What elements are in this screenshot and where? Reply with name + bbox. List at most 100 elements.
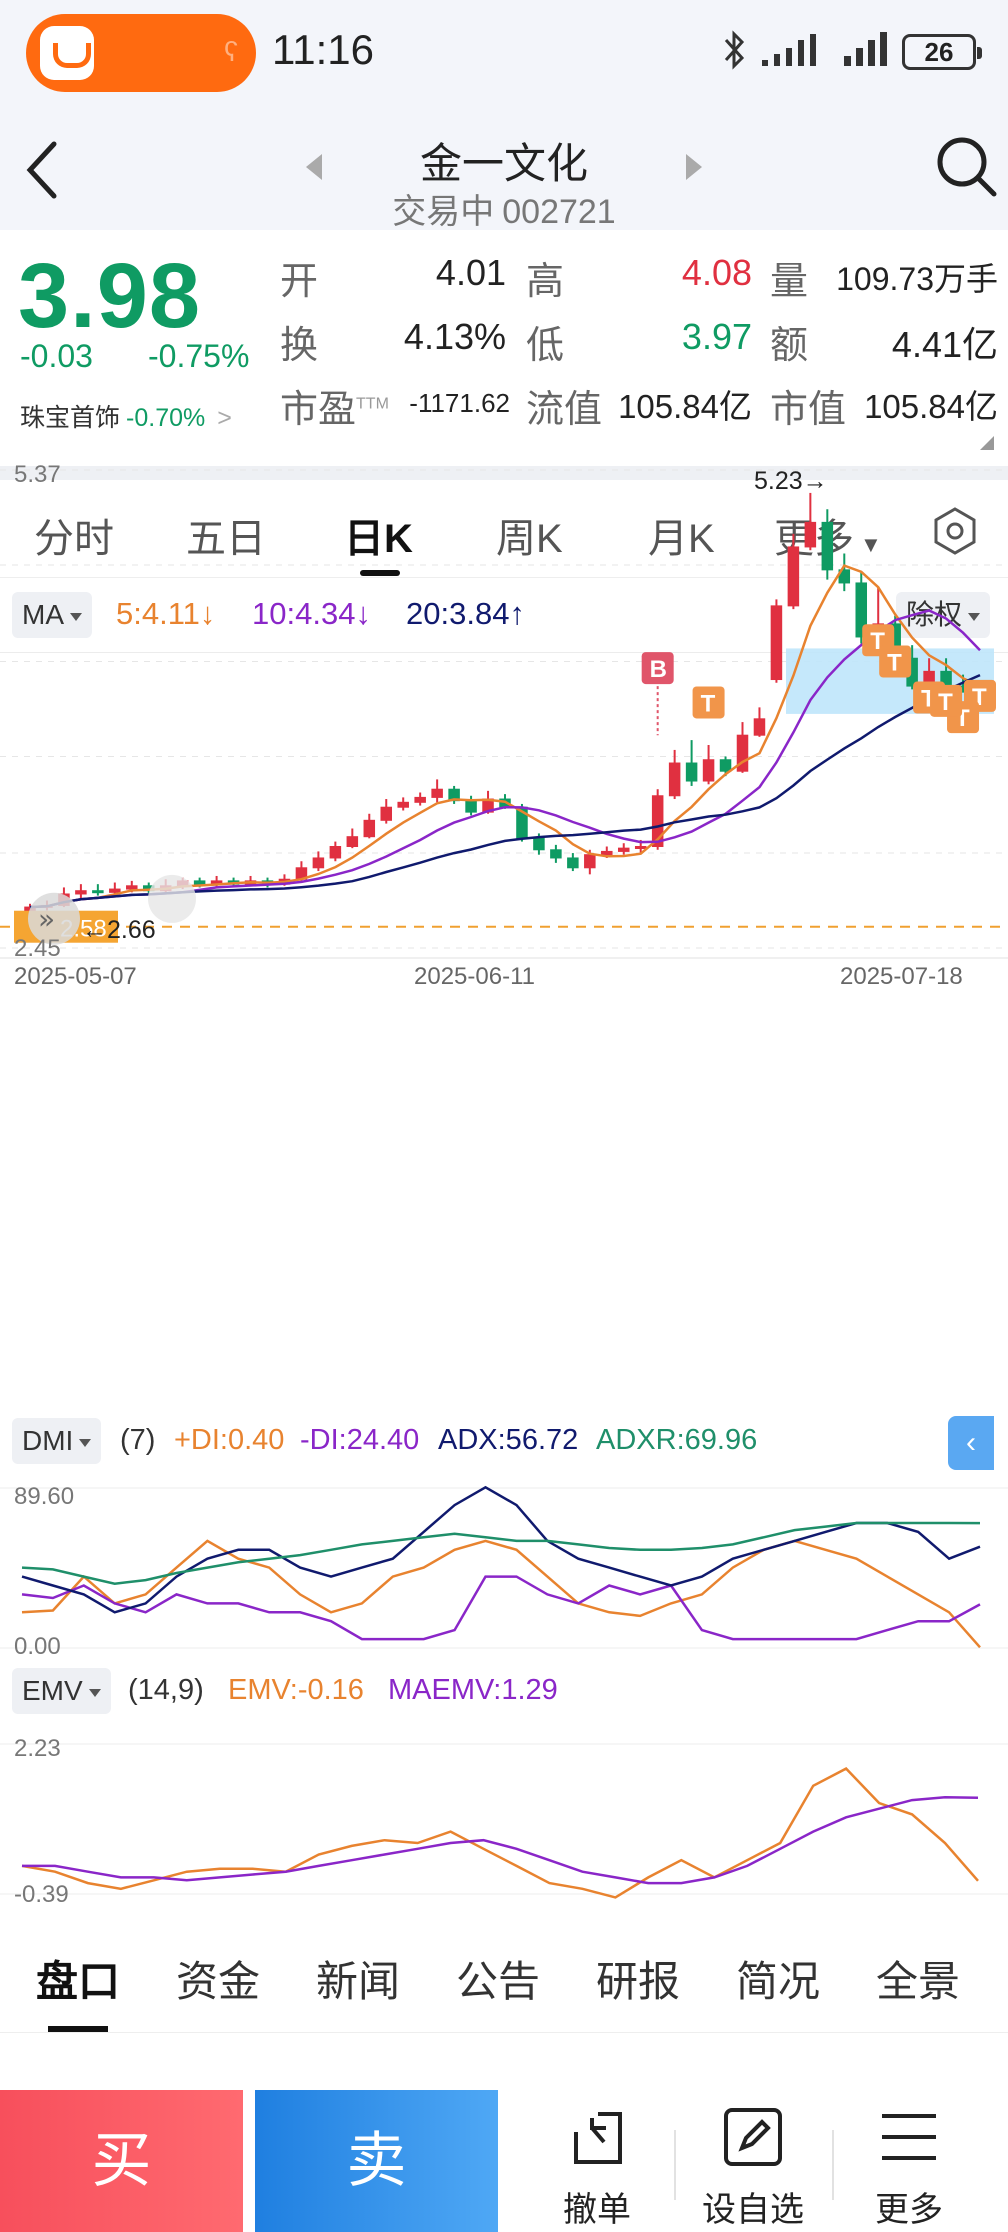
ma-selector[interactable]: MA [12,592,92,638]
tab-research[interactable]: 研报 [596,1958,681,2005]
pe-value: -1171.62 [409,388,510,418]
kline-grid [0,469,1008,959]
candle-body [601,850,613,856]
candle-body [533,837,545,851]
tab-five-day[interactable]: 五日 [186,517,266,561]
add-watchlist-button[interactable]: 设自选 [678,2090,828,2232]
emv-selector[interactable]: EMV [12,1668,111,1714]
tab-daily-k[interactable]: 日K [344,517,413,561]
candle-body [397,801,409,808]
x-label: 2025-07-18 [840,963,963,990]
tab-profile[interactable]: 简况 [736,1958,821,2005]
dmi-selector[interactable]: DMI [12,1418,102,1464]
low-label: 低 [526,325,565,367]
dmi-adx: ADX:56.72 [438,1424,579,1456]
signal-icon [844,32,887,66]
battery-icon: 26 [902,34,982,70]
y-min-label: 0.00 [14,1633,61,1660]
prev-stock-icon[interactable] [304,152,324,182]
collapse-panel-icon[interactable]: ‹ [948,1416,994,1470]
divider [0,2032,1008,2033]
more-button[interactable]: 更多 [834,2090,984,2232]
stock-code: 002721 [502,193,616,231]
tab-capital[interactable]: 资金 [176,1958,261,2005]
volume-label: 量 [770,261,809,303]
kline-candles [24,492,986,917]
next-stock-icon[interactable] [684,152,704,182]
candle-body [787,546,800,607]
trade-action-bar: 买 卖 撤单 设自选 更多 [0,2090,1008,2232]
candle-body [736,734,749,772]
ma20-value: 20:3.84↑ [406,596,525,631]
tab-orderbook[interactable]: 盘口 [36,1958,121,2005]
crosshair-handle-icon [148,874,196,923]
pe-sup: TTM [356,395,389,413]
floating-app-pill[interactable]: ʕ [26,14,256,92]
candle-body [109,888,121,893]
dmi-mdi: -DI:24.40 [300,1424,420,1456]
sell-button[interactable]: 卖 [255,2090,498,2232]
dmi-pdi: +DI:0.40 [174,1424,285,1456]
bluetooth-icon [724,30,745,70]
buy-button[interactable]: 买 [0,2090,243,2232]
chevron-down-icon [79,1438,92,1447]
candle-body [550,849,562,859]
pe-label: 市盈TTM [280,389,389,431]
sector-link[interactable]: 珠宝首饰 -0.70% > [20,398,232,434]
stock-name: 金一文化 [419,140,588,187]
candle-body [702,759,715,782]
cancel-order-button[interactable]: 撤单 [522,2090,672,2232]
divider [0,652,1008,653]
chevron-down-icon [968,612,981,621]
candle-body [651,795,664,848]
mkt-cap-value: 105.84亿 [864,388,998,425]
back-icon[interactable] [22,140,62,200]
active-tab-underline [360,570,400,576]
down-arrow-icon: ↓ [355,596,371,631]
divider [674,2130,676,2200]
signal-tag [641,652,674,685]
edit-icon [724,2108,782,2166]
amount-value: 4.41亿 [891,324,998,365]
status-bar: ʕ 11:16 26 [0,0,1008,110]
tab-announcements[interactable]: 公告 [456,1958,541,2005]
quote-panel: 3.98 -0.03 -0.75% 珠宝首饰 -0.70% > 开 4.01 高 4… [0,230,1008,466]
tab-intraday[interactable]: 分时 [34,517,114,561]
stock-header: 金一文化 交易中 002721 [0,110,1008,231]
undo-icon [574,2112,622,2164]
trade-status: 交易中 [392,193,495,231]
emv-value: EMV:-0.16 [228,1674,364,1706]
ma10-value: 10:4.34↓ [252,596,371,631]
expand-corner-icon[interactable] [980,436,994,450]
settings-icon[interactable] [930,506,980,556]
high-value: 4.08 [681,252,752,293]
dmi-di-line [21,1539,981,1649]
low-value: 3.97 [681,316,752,357]
emv-chart: 2.23 -0.39 [0,1735,1008,1908]
candle-body [855,582,868,638]
emv-emv-line [21,1767,979,1899]
candle-body [804,521,817,548]
tab-monthly-k[interactable]: 月K [648,517,715,561]
tab-overview[interactable]: 全景 [876,1958,961,2005]
candle-body [329,846,342,859]
volume-value: 109.73万手 [836,261,998,297]
tab-news[interactable]: 新闻 [316,1958,401,2005]
tab-weekly-k[interactable]: 周K [496,517,563,561]
signal-tag [879,645,912,678]
candle-body [75,890,87,895]
down-arrow-icon: ↓ [199,596,216,631]
search-icon[interactable] [934,134,998,198]
emv-param: (14,9) [128,1674,204,1706]
sector-name: 珠宝首饰 [20,404,121,432]
chevron-right-icon: > [217,404,232,432]
price-change: -0.03 [20,338,93,374]
signal-letter: B [650,656,667,683]
candle-body [685,762,698,782]
last-price: 3.98 [18,245,202,347]
signal-tag [692,686,725,719]
candle-body [567,857,579,869]
ma5-line [29,564,981,909]
